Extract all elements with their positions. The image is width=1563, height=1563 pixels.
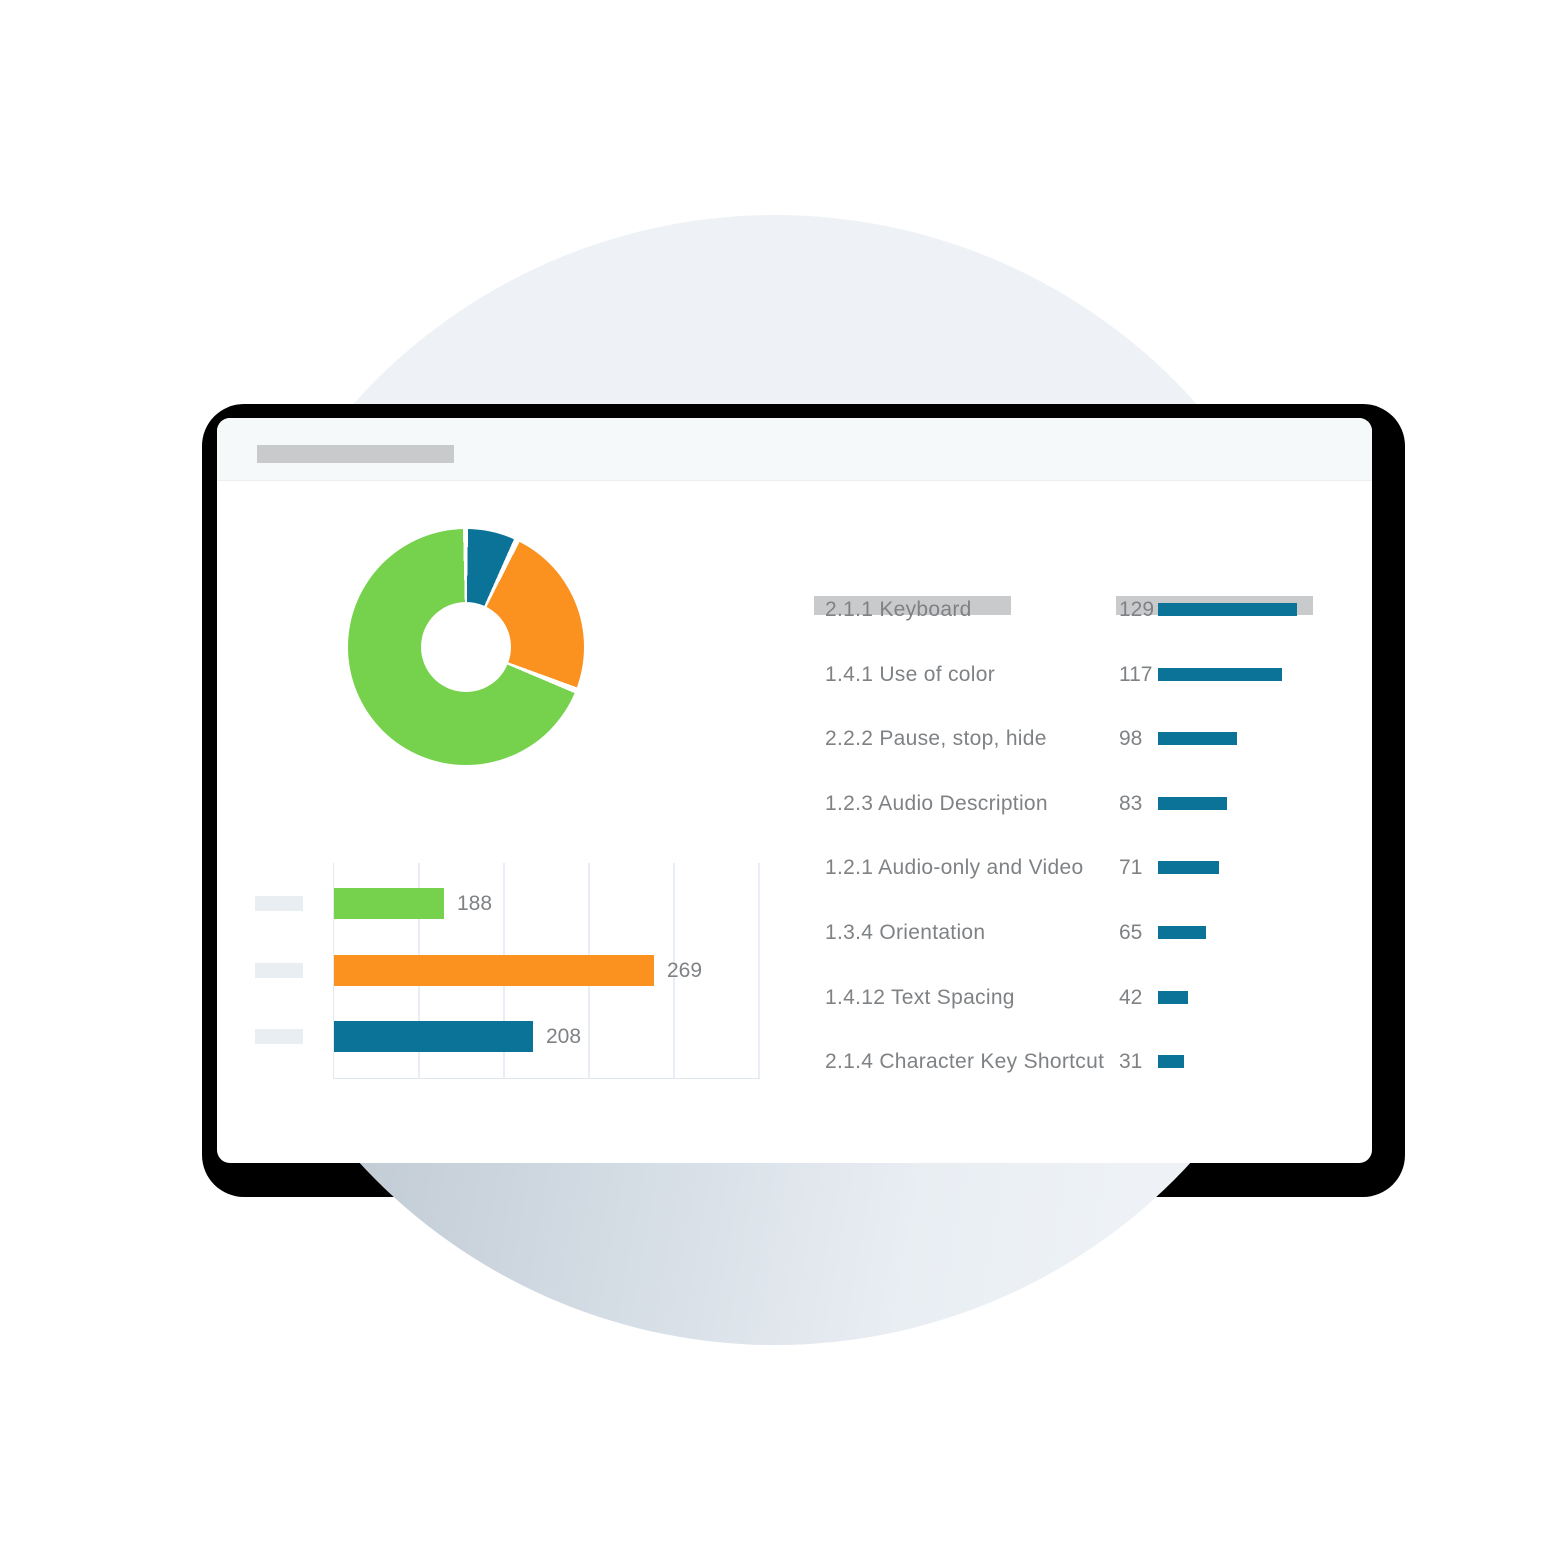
criteria-row: 1.4.12 Text Spacing 42 <box>825 985 1372 1011</box>
criteria-label: 2.1.4 Character Key Shortcut <box>825 1050 1105 1074</box>
criteria-label: 2.2.2 Pause, stop, hide <box>825 727 1047 751</box>
hbar-value-label: 269 <box>667 959 703 982</box>
criteria-value: 83 <box>1119 791 1143 815</box>
criteria-bar <box>1158 796 1227 810</box>
criteria-column-header-placeholder <box>814 596 1011 615</box>
category-label-placeholder <box>255 963 303 978</box>
criteria-value: 31 <box>1119 1050 1143 1074</box>
criteria-label: 1.2.1 Audio-only and Video <box>825 856 1084 880</box>
hbar-plot: 188 269 208 <box>333 863 760 1079</box>
hbar-2 <box>334 1021 533 1052</box>
criteria-bar <box>1158 861 1219 875</box>
criteria-label: 1.4.12 Text Spacing <box>825 985 1015 1009</box>
criteria-label: 1.2.3 Audio Description <box>825 791 1048 815</box>
criteria-row: 2.2.2 Pause, stop, hide 98 <box>825 726 1372 752</box>
criteria-row: 2.1.1 Keyboard 129 <box>825 597 1372 623</box>
window-title-placeholder <box>257 445 454 463</box>
category-label-placeholder <box>255 896 303 911</box>
donut-chart <box>348 529 584 765</box>
criteria-bar <box>1158 990 1188 1004</box>
criteria-row: 1.2.1 Audio-only and Video 71 <box>825 855 1372 881</box>
criteria-bar <box>1158 667 1282 681</box>
criteria-bar <box>1158 926 1206 939</box>
window-header <box>217 418 1372 481</box>
gridline <box>758 863 760 1078</box>
hbar-1 <box>334 955 654 986</box>
dashboard-window: 188 269 208 2.1.1 Keyboard 129 1.4.1 Use of … <box>217 418 1372 1163</box>
hbar-0 <box>334 888 444 919</box>
window-body: 188 269 208 2.1.1 Keyboard 129 1.4.1 Use of … <box>217 481 1372 1163</box>
criteria-row: 1.3.4 Orientation 65 <box>825 920 1372 946</box>
category-label-placeholder <box>255 1029 303 1044</box>
criteria-label: 2.1.1 Keyboard <box>825 598 972 621</box>
criteria-row: 2.1.4 Character Key Shortcut 31 <box>825 1049 1372 1075</box>
criteria-label: 1.3.4 Orientation <box>825 921 986 944</box>
hbar-value-label: 188 <box>457 892 493 915</box>
donut-hole <box>421 602 511 692</box>
criteria-value: 129 <box>1119 598 1155 621</box>
criteria-bar <box>1158 732 1237 746</box>
gridline <box>673 863 675 1078</box>
hbar-value-label: 208 <box>546 1025 582 1048</box>
criteria-value: 98 <box>1119 727 1143 751</box>
criteria-value: 71 <box>1119 856 1143 880</box>
criteria-row: 1.4.1 Use of color 117 <box>825 662 1372 688</box>
criteria-value: 65 <box>1119 921 1143 944</box>
criteria-bar <box>1158 603 1297 616</box>
criteria-value: 117 <box>1119 662 1153 686</box>
criteria-row: 1.2.3 Audio Description 83 <box>825 791 1372 817</box>
criteria-label: 1.4.1 Use of color <box>825 662 995 686</box>
criteria-value: 42 <box>1119 985 1143 1009</box>
criteria-list: 2.1.1 Keyboard 129 1.4.1 Use of color 117 2.… <box>217 481 1372 1163</box>
criteria-bar <box>1158 1055 1184 1069</box>
